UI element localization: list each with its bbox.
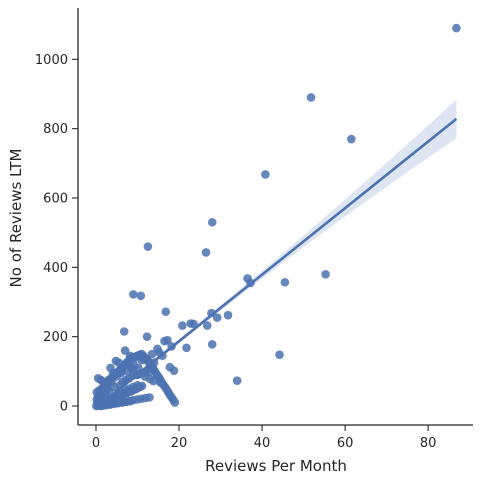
data-point bbox=[452, 23, 461, 33]
data-point bbox=[145, 393, 154, 402]
data-point bbox=[93, 374, 103, 383]
data-point bbox=[189, 319, 198, 329]
x-tick-label: 0 bbox=[92, 436, 100, 451]
y-ticks: 0 200 400 600 800 1000 bbox=[35, 53, 78, 415]
data-point bbox=[280, 277, 290, 287]
data-point bbox=[232, 376, 242, 386]
x-tick-label: 80 bbox=[420, 436, 437, 451]
data-point bbox=[207, 308, 216, 318]
data-point bbox=[212, 313, 222, 322]
data-point bbox=[306, 93, 316, 102]
x-tick-label: 60 bbox=[337, 436, 354, 451]
y-tick-label: 1000 bbox=[35, 53, 68, 68]
data-point bbox=[147, 349, 157, 359]
data-point bbox=[136, 291, 146, 301]
data-point bbox=[169, 366, 179, 375]
y-tick-label: 200 bbox=[43, 330, 68, 345]
x-axis-label: Reviews Per Month bbox=[205, 457, 347, 475]
data-point bbox=[129, 290, 138, 299]
x-tick-label: 20 bbox=[171, 436, 188, 451]
data-point bbox=[261, 170, 270, 179]
y-tick-label: 800 bbox=[43, 122, 68, 137]
data-point bbox=[111, 356, 121, 366]
x-tick-label: 40 bbox=[254, 436, 271, 451]
x-ticks: 0 20 40 60 80 bbox=[92, 425, 437, 451]
y-tick-label: 0 bbox=[60, 400, 68, 415]
data-point bbox=[202, 321, 212, 330]
data-point bbox=[207, 340, 217, 349]
data-point bbox=[161, 307, 171, 317]
y-axis-label: No of Reviews LTM bbox=[7, 149, 25, 288]
regression-line bbox=[95, 117, 458, 409]
data-point bbox=[223, 310, 233, 320]
data-point bbox=[321, 269, 330, 279]
data-point bbox=[275, 350, 284, 360]
data-point bbox=[182, 343, 191, 353]
data-point bbox=[347, 134, 356, 144]
y-tick-label: 400 bbox=[43, 261, 68, 276]
data-point bbox=[207, 217, 217, 227]
data-point bbox=[142, 332, 152, 341]
scatter-points bbox=[92, 23, 461, 411]
regression-line-layer bbox=[95, 117, 458, 409]
data-point bbox=[178, 321, 187, 330]
data-point bbox=[163, 335, 172, 345]
data-point bbox=[201, 248, 211, 257]
axes bbox=[77, 8, 473, 426]
y-tick-label: 600 bbox=[43, 192, 68, 207]
data-point bbox=[119, 327, 129, 336]
data-point bbox=[137, 381, 147, 391]
data-point bbox=[170, 398, 180, 407]
data-point bbox=[143, 242, 153, 251]
